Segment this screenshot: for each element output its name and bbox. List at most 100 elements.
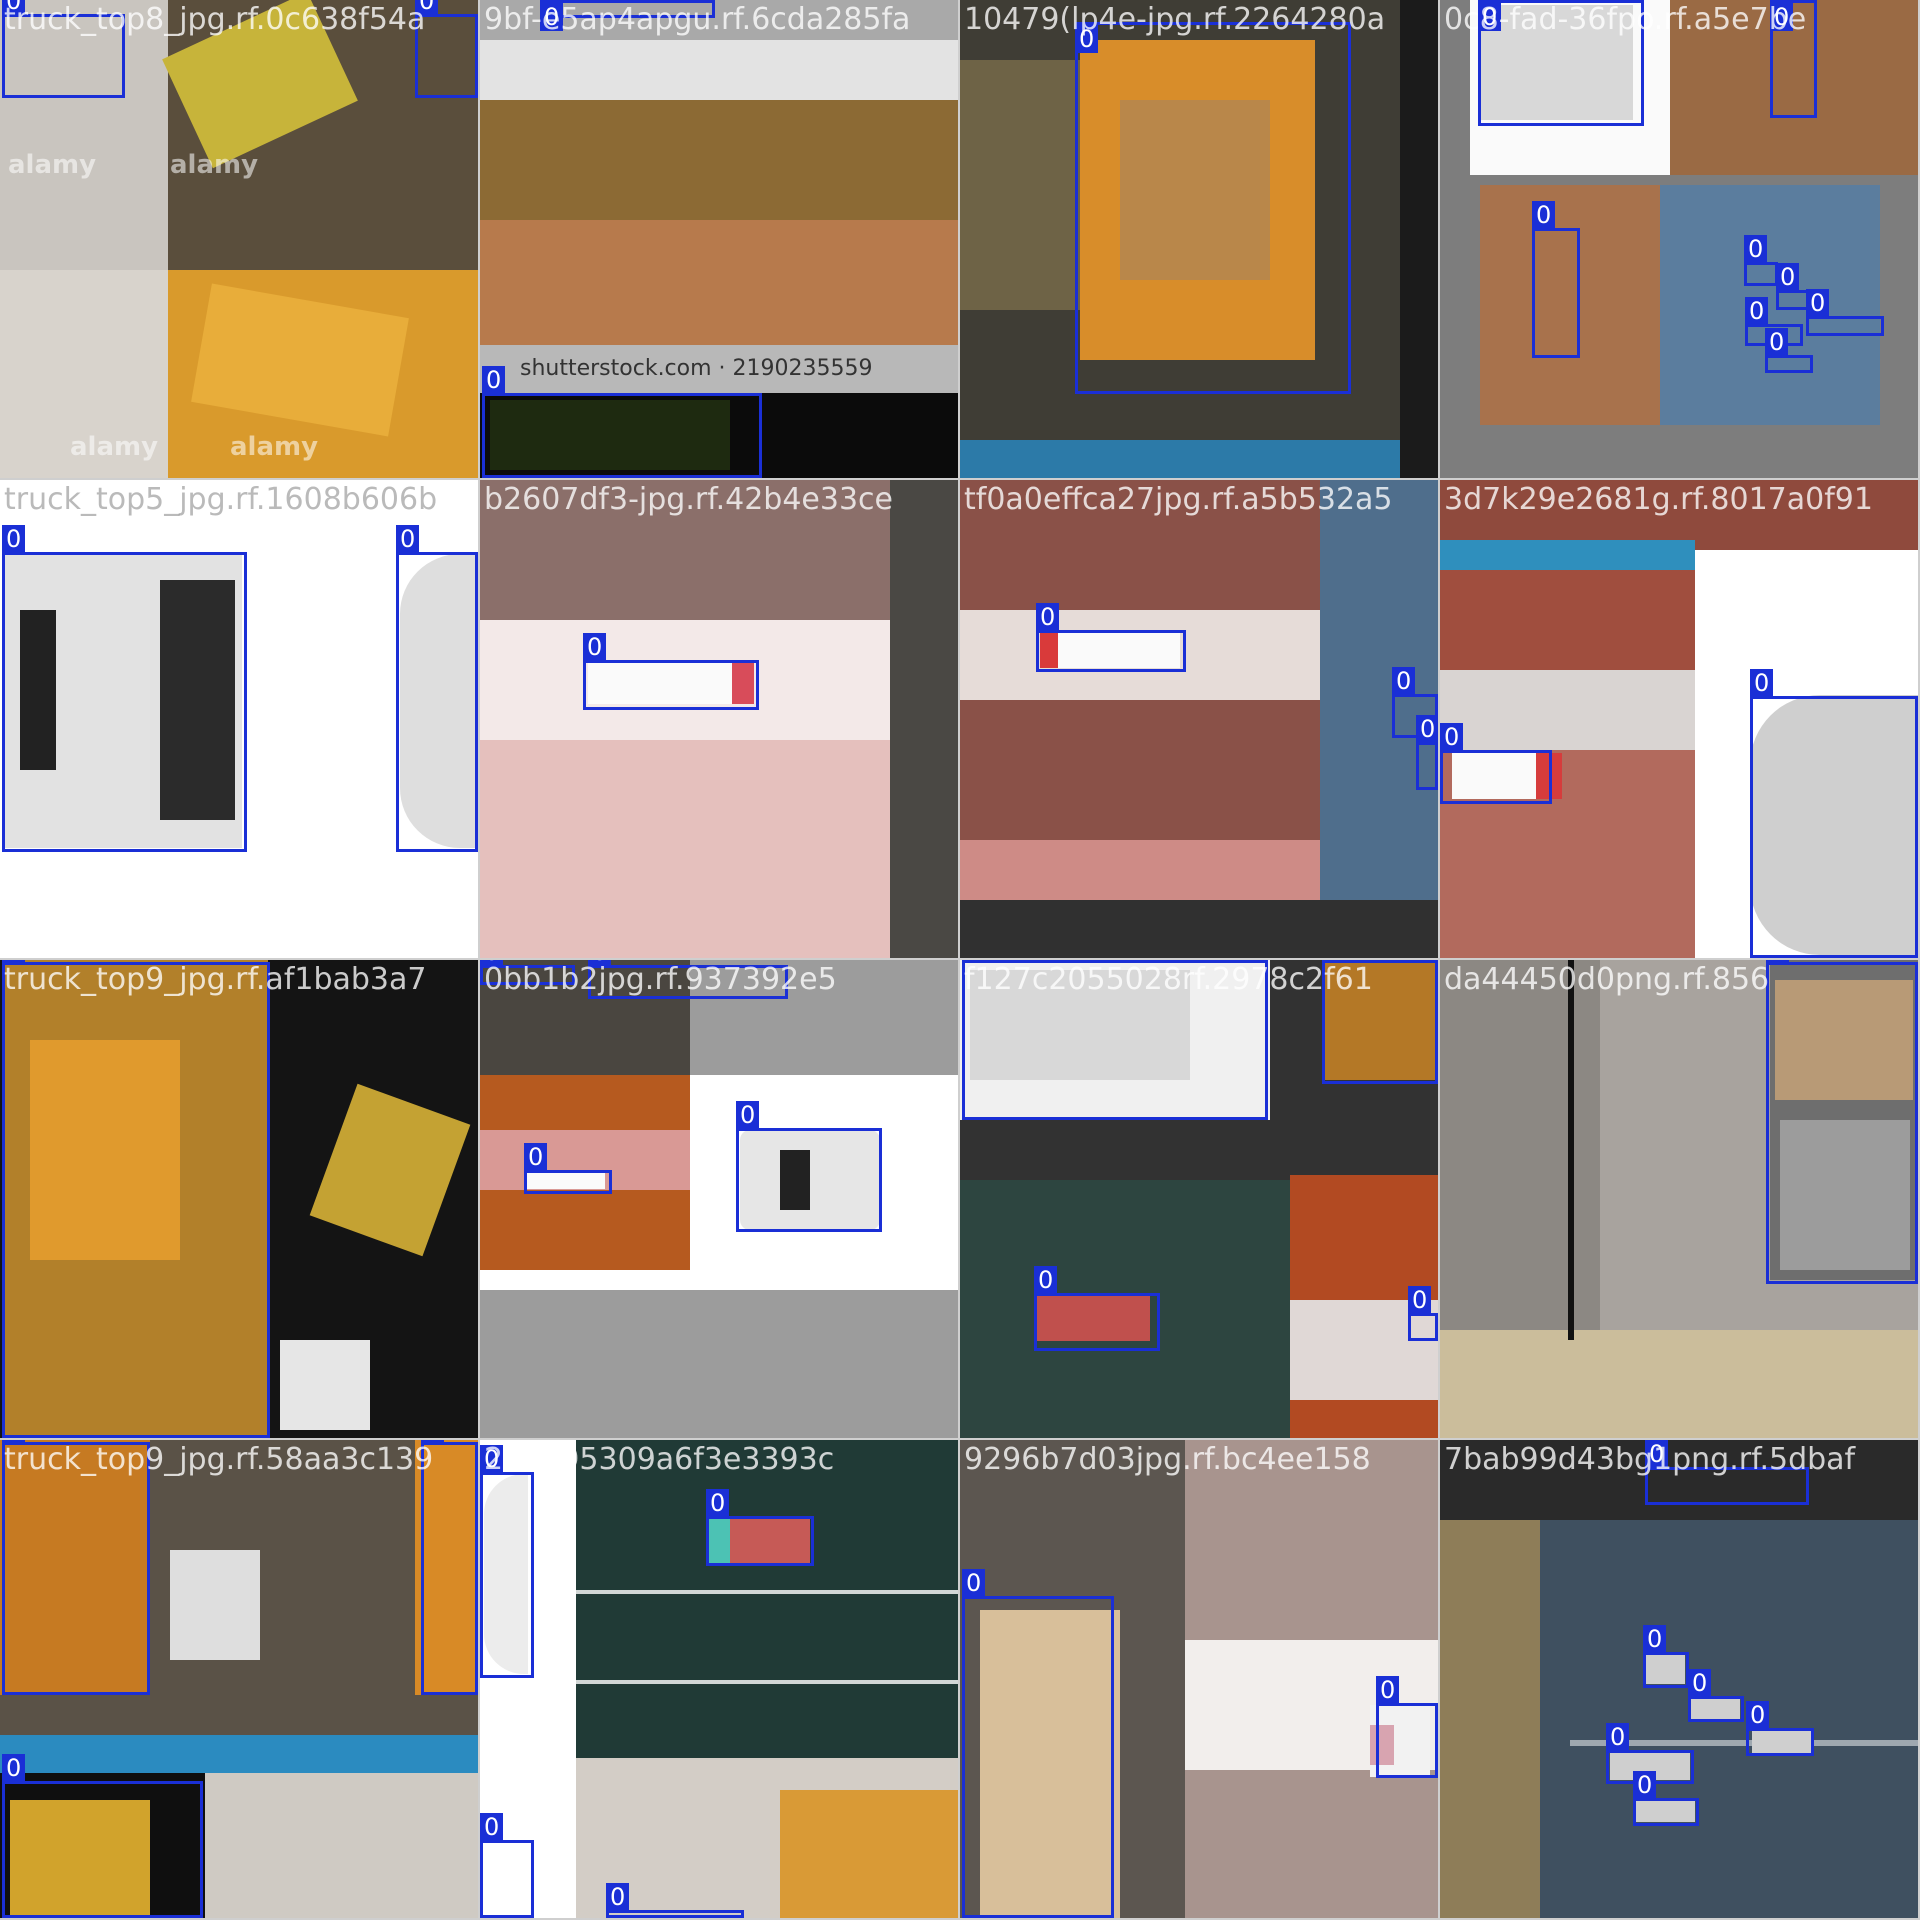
detection-box: 0 — [1408, 1286, 1438, 1341]
detection-box: 0 — [415, 0, 478, 98]
detection-label: 0 — [2, 960, 26, 963]
detection-label: 0 — [606, 1883, 630, 1911]
mosaic-tile: shutterstock.com · 2190235559 0 0 9bf-e5… — [480, 0, 960, 480]
mosaic-tile: 0 0 3d7k29e2681g.rf.8017a0f91 — [1440, 480, 1920, 960]
detection-label: 0 — [524, 1143, 548, 1171]
detection-box: 0 — [1766, 960, 1918, 1284]
detection-label: 0 — [1746, 1701, 1770, 1729]
detection-box: 0 — [540, 0, 715, 31]
mosaic-tile: 0 0 0 0 f127c2055028rf.2978c2f61 — [960, 960, 1440, 1440]
watermark: alamy — [70, 432, 159, 462]
mosaic-tile: 0 0 0 0 0bb1b2jpg.rf.937392e5 — [480, 960, 960, 1440]
detection-box: 0 — [1478, 0, 1644, 126]
detection-label: 0 — [1392, 667, 1416, 695]
detection-label: 0 — [962, 1569, 986, 1597]
detection-box: 0 — [1440, 723, 1552, 804]
detection-box: 0 — [2, 960, 270, 1438]
mosaic-tile: 0 0 0 0 0 0 0 0 0c8-fad-36fpo.rf.a5e7be — [1440, 0, 1920, 480]
detection-box: 0 — [606, 1883, 744, 1918]
detection-box: 0 — [962, 1569, 1114, 1918]
detection-label: 0 — [540, 3, 564, 31]
mosaic-tile: 0 10479(lp4e-jpg.rf.2264280a — [960, 0, 1440, 480]
detection-label: 0 — [1532, 201, 1556, 229]
detection-label: 0 — [1745, 297, 1769, 325]
detection-box: 0 — [2, 1440, 150, 1695]
detection-label: 0 — [2, 1440, 26, 1443]
detection-box: 0 — [1075, 22, 1351, 394]
detection-label: 0 — [1806, 289, 1830, 317]
mosaic-tile: 0 0 0 0 284495309a6f3e3393c — [480, 1440, 960, 1920]
detection-box: 0 — [2, 525, 247, 852]
mosaic-tile: 0 0 0 truck_top9_jpg.rf.58aa3c139 — [0, 1440, 480, 1920]
detection-label: 0 — [482, 366, 506, 394]
detection-box: 0 — [1322, 960, 1438, 1084]
detection-box: 0 — [1643, 1625, 1689, 1688]
detection-label: 0 — [1688, 1669, 1712, 1697]
detection-box: 0 — [1034, 1266, 1160, 1351]
detection-label: 0 — [1765, 328, 1789, 356]
detection-box: 0 — [2, 0, 125, 98]
stock-watermark: shutterstock.com · 2190235559 — [520, 356, 873, 381]
detection-label: 0 — [1036, 603, 1060, 631]
detection-box: 0 — [1744, 235, 1778, 286]
detection-label: 0 — [480, 1813, 504, 1841]
detection-label: 0 — [588, 960, 612, 966]
detection-box: 0 — [421, 1440, 478, 1695]
detection-label: 0 — [1770, 3, 1794, 31]
detection-label: 0 — [706, 1489, 730, 1517]
detection-label: 0 — [415, 0, 439, 15]
detection-label: 0 — [2, 525, 26, 553]
detection-box: 0 — [480, 1445, 534, 1678]
detection-label: 0 — [962, 960, 986, 961]
detection-label: 0 — [2, 0, 26, 15]
detection-box: 0 — [1765, 328, 1813, 373]
detection-box: 0 — [1776, 263, 1818, 310]
detection-label: 0 — [1643, 1625, 1667, 1653]
detection-box: 0 — [1750, 669, 1918, 958]
detection-box: 0 — [1645, 1440, 1809, 1505]
mosaic-tile: 0 0 0 0 0 0 7bab99d43bg1png.rf.5dbaf — [1440, 1440, 1920, 1920]
detection-box: 0 — [736, 1101, 882, 1232]
detection-label: 0 — [1408, 1286, 1432, 1314]
mosaic-tile: 0 b2607df3-jpg.rf.42b4e33ce — [480, 480, 960, 960]
detection-box: 0 — [588, 960, 788, 999]
detection-label: 0 — [421, 1440, 445, 1443]
image-filename: 3d7k29e2681g.rf.8017a0f91 — [1444, 482, 1873, 517]
detection-box: 0 — [480, 1813, 534, 1918]
detection-box: 0 — [1770, 0, 1817, 118]
mosaic-tile: 0 truck_top9_jpg.rf.af1bab3a7 — [0, 960, 480, 1440]
detection-label: 0 — [480, 1445, 504, 1473]
detection-label: 0 — [1440, 723, 1464, 751]
detection-box: 0 — [1806, 289, 1884, 336]
watermark: alamy — [8, 150, 97, 180]
detection-box: 0 — [1532, 201, 1580, 358]
watermark: alamy — [230, 432, 319, 462]
detection-box: 0 — [482, 366, 762, 478]
detection-label: 0 — [480, 960, 504, 966]
detection-label: 0 — [2, 1754, 26, 1782]
mosaic-tile: 0 0 truck_top5_jpg.rf.1608b606b — [0, 480, 480, 960]
detection-box: 0 — [1633, 1771, 1699, 1826]
detection-box: 0 — [583, 633, 759, 710]
detection-label: 0 — [1075, 25, 1099, 53]
detection-box: 0 — [524, 1143, 612, 1194]
image-filename: truck_top5_jpg.rf.1608b606b — [4, 482, 438, 517]
detection-label: 0 — [1034, 1266, 1058, 1294]
detection-label: 0 — [1633, 1771, 1657, 1799]
watermark: alamy — [170, 150, 259, 180]
detection-label: 0 — [1376, 1676, 1400, 1704]
detection-box: 0 — [2, 1754, 203, 1918]
detection-label: 0 — [736, 1101, 760, 1129]
detection-label: 0 — [1750, 669, 1774, 697]
detection-box: 0 — [1746, 1701, 1814, 1756]
detection-label: 0 — [1416, 715, 1438, 743]
mosaic-tile: alamy alamy alamy alamy 0 0 truck_top8_j… — [0, 0, 480, 480]
detection-box: 0 — [1036, 603, 1186, 672]
detection-box: 0 — [480, 960, 575, 985]
detection-box: 0 — [1376, 1676, 1438, 1778]
detection-box: 0 — [396, 525, 478, 852]
detection-label: 0 — [1766, 960, 1790, 963]
detection-label: 0 — [1744, 235, 1768, 263]
detection-label: 0 — [1606, 1723, 1630, 1751]
